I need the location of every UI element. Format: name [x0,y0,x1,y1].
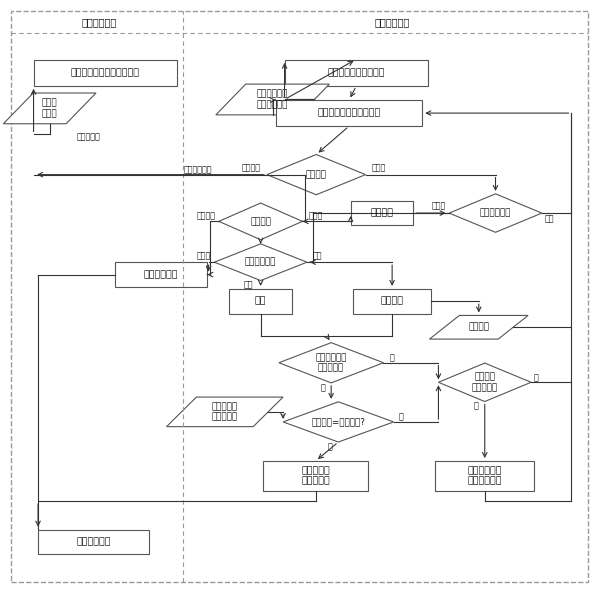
Polygon shape [267,155,365,195]
Text: 信号灯约束: 信号灯约束 [77,132,101,141]
FancyBboxPatch shape [264,461,368,490]
Text: 变速至相邻
未饱和车道: 变速至相邻 未饱和车道 [301,466,330,486]
FancyBboxPatch shape [229,289,292,314]
Text: 否: 否 [398,413,403,422]
Text: 超界: 超界 [313,252,322,261]
Text: 不可停车: 不可停车 [197,211,216,220]
Text: 是否达到微波
检测器位置: 是否达到微波 检测器位置 [316,353,347,372]
Polygon shape [279,343,383,383]
Text: 是: 是 [320,383,325,392]
Text: 行进判断: 行进判断 [305,170,326,179]
Text: 停车判断: 停车判断 [250,217,271,226]
Text: 停车: 停车 [255,296,267,306]
FancyBboxPatch shape [34,60,177,86]
Polygon shape [4,93,96,124]
Text: 相交轨迹交换: 相交轨迹交换 [144,270,178,279]
Polygon shape [216,84,329,115]
Text: 是: 是 [328,442,332,451]
FancyBboxPatch shape [11,11,588,582]
Text: 车辆行进: 车辆行进 [380,296,404,306]
Text: 未超界: 未超界 [432,202,446,211]
Text: 前一次叉口处
随机生成车辆: 前一次叉口处 随机生成车辆 [467,466,502,486]
Text: 实际测量=重构测量?: 实际测量=重构测量? [311,417,365,426]
Text: 输出轨迹: 输出轨迹 [468,323,489,331]
Polygon shape [449,194,542,232]
Text: 是: 是 [474,401,479,411]
Polygon shape [283,402,394,442]
Polygon shape [167,397,283,426]
Text: 平均速度: 平均速度 [370,209,394,218]
Text: 精确信
号配时: 精确信 号配时 [42,98,58,118]
FancyBboxPatch shape [353,289,431,314]
Text: 道路占用情况: 道路占用情况 [81,17,117,27]
Text: 是否所有
车辆已通过: 是否所有 车辆已通过 [471,372,498,392]
Text: 否: 否 [534,373,539,382]
Text: 道路占用状态: 道路占用状态 [76,537,111,547]
Text: 未超界: 未超界 [197,252,211,261]
Text: 时间临界判断: 时间临界判断 [245,258,276,267]
Text: 可停车: 可停车 [308,211,323,220]
FancyBboxPatch shape [38,530,149,554]
Text: 生成车辆轨迹记录矩阵: 生成车辆轨迹记录矩阵 [328,68,385,77]
Polygon shape [438,363,531,401]
FancyBboxPatch shape [285,60,428,86]
Text: 不可行进: 不可行进 [242,163,261,172]
Text: 空间临界判断: 空间临界判断 [480,209,512,218]
FancyBboxPatch shape [276,100,422,126]
Polygon shape [429,315,528,339]
Polygon shape [219,203,302,240]
Text: 车辆行驶状况: 车辆行驶状况 [374,17,410,27]
Text: 路段入口处随机生成车辆: 路段入口处随机生成车辆 [317,109,381,117]
FancyBboxPatch shape [350,201,413,225]
Text: 否: 否 [389,353,394,362]
Text: 路段中微波
检测器数据: 路段中微波 检测器数据 [211,402,238,422]
Text: 可行进: 可行进 [371,163,386,172]
Polygon shape [214,244,307,280]
FancyBboxPatch shape [435,461,534,490]
Text: 前车轨迹约束: 前车轨迹约束 [184,165,212,174]
Text: 超界: 超界 [545,215,554,224]
FancyBboxPatch shape [114,262,207,287]
Text: 路段入口处微
波检测器数据: 路段入口处微 波检测器数据 [257,90,288,109]
Text: 生成道路分时占用状态矩阵: 生成道路分时占用状态矩阵 [71,68,140,77]
Text: 超界: 超界 [244,280,253,289]
